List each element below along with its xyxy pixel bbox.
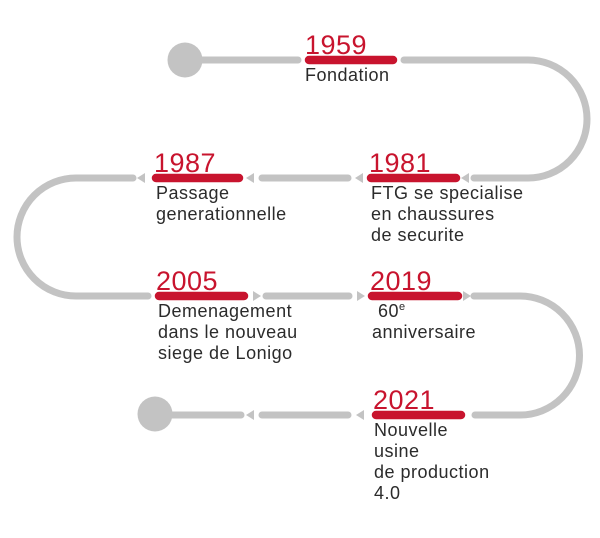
event-desc-1981: FTG se specialise en chaussures de secur…	[371, 183, 524, 246]
event-desc-2005: Demenagement dans le nouveau siege de Lo…	[158, 301, 298, 364]
arrow-right-icon	[463, 291, 471, 301]
desc-line: en chaussures	[371, 204, 495, 224]
desc-line: usine	[374, 441, 420, 461]
desc-line: de securite	[371, 225, 465, 245]
desc-line: Passage	[156, 183, 230, 203]
year-2021: 2021	[373, 385, 436, 415]
arrow-left-icon	[137, 173, 145, 183]
timeline-end-node	[137, 396, 173, 432]
ordinal-suffix: e	[399, 301, 406, 313]
desc-line: dans le nouveau	[158, 322, 298, 342]
year-1959: 1959	[305, 30, 368, 60]
event-desc-1959: Fondation	[305, 65, 390, 86]
year-2005: 2005	[156, 266, 219, 296]
arrow-left-icon	[461, 173, 469, 183]
desc-line: anniversaire	[372, 322, 477, 342]
event-desc-2021: Nouvelle usine de production 4.0	[374, 420, 490, 504]
arrow-right-icon	[253, 291, 261, 301]
desc-line: 4.0	[374, 483, 401, 503]
arrow-left-icon	[246, 173, 254, 183]
desc-line: 60e	[372, 301, 476, 322]
event-desc-2019: 60e anniversaire	[372, 301, 476, 343]
event-desc-1987: Passage generationnelle	[156, 183, 287, 225]
desc-line: Nouvelle	[374, 420, 449, 440]
desc-line: siege de Lonigo	[158, 343, 293, 363]
arrow-left-icon	[356, 410, 364, 420]
desc-line: Demenagement	[158, 301, 293, 321]
year-2019: 2019	[370, 266, 433, 296]
arrow-left-icon	[355, 173, 363, 183]
year-1987: 1987	[154, 148, 217, 178]
arrow-left-icon	[246, 410, 254, 420]
desc-line: generationnelle	[156, 204, 287, 224]
track-curve-right-bottom	[470, 292, 583, 419]
desc-line: Fondation	[305, 65, 390, 85]
track-curve-right-top	[400, 56, 591, 182]
anniversary-number: 60	[378, 301, 400, 321]
arrow-right-icon	[357, 291, 365, 301]
year-1981: 1981	[369, 148, 432, 178]
track-curve-left	[13, 174, 152, 300]
desc-line: FTG se specialise	[371, 183, 524, 203]
desc-line: de production	[374, 462, 490, 482]
